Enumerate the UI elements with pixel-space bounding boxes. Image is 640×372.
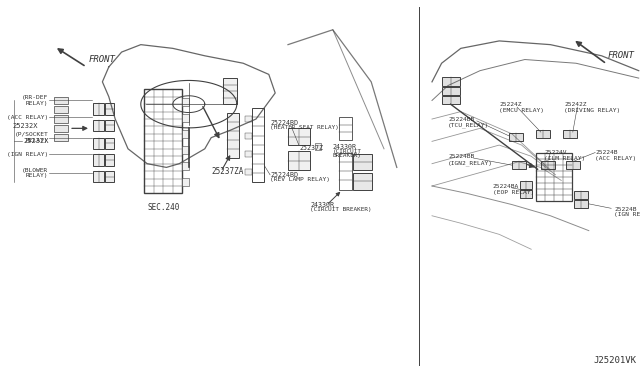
- Bar: [54, 97, 68, 104]
- Bar: [353, 173, 372, 190]
- Text: 25242Z
(DRIVING RELAY): 25242Z (DRIVING RELAY): [564, 102, 621, 113]
- Bar: [563, 130, 577, 138]
- Bar: [574, 191, 588, 199]
- Bar: [54, 115, 68, 123]
- Text: 24330R: 24330R: [310, 202, 334, 208]
- Bar: [541, 161, 555, 169]
- Bar: [105, 103, 114, 115]
- Bar: [93, 103, 104, 115]
- Text: (RR-DEF
RELAY): (RR-DEF RELAY): [22, 95, 48, 106]
- Text: 25224BD: 25224BD: [270, 120, 298, 126]
- Text: (CIRCUIT: (CIRCUIT: [333, 149, 362, 154]
- Bar: [442, 96, 460, 104]
- Bar: [288, 128, 310, 145]
- Bar: [105, 120, 114, 131]
- Bar: [54, 134, 68, 141]
- Bar: [105, 138, 114, 149]
- Text: BREAKER): BREAKER): [333, 153, 362, 158]
- Text: 25224BD: 25224BD: [270, 172, 298, 178]
- Bar: [93, 138, 104, 149]
- Text: 25224Z
(EMCU RELAY): 25224Z (EMCU RELAY): [499, 102, 544, 113]
- Bar: [105, 154, 114, 166]
- Bar: [339, 153, 352, 190]
- Bar: [93, 154, 104, 166]
- Bar: [227, 113, 239, 158]
- Bar: [93, 171, 104, 182]
- Bar: [442, 87, 460, 95]
- Text: 25237ZA: 25237ZA: [211, 167, 244, 176]
- Bar: [182, 178, 189, 186]
- Text: FRONT: FRONT: [608, 51, 635, 60]
- Bar: [520, 190, 532, 198]
- Bar: [182, 114, 189, 122]
- Text: 25224B
(IGN RELAY): 25224B (IGN RELAY): [614, 206, 640, 218]
- Bar: [509, 133, 523, 141]
- Bar: [566, 161, 580, 169]
- Bar: [245, 169, 252, 175]
- Text: FRONT: FRONT: [88, 55, 115, 64]
- Bar: [353, 154, 372, 170]
- Bar: [54, 125, 68, 132]
- Text: SEC.240: SEC.240: [147, 203, 179, 212]
- Bar: [520, 181, 532, 189]
- Text: 25224V
(ILM RELAY): 25224V (ILM RELAY): [544, 150, 585, 161]
- Bar: [245, 116, 252, 122]
- Bar: [442, 77, 460, 86]
- Text: (P/SOCKET
RELAY): (P/SOCKET RELAY): [14, 132, 48, 143]
- Bar: [288, 151, 310, 170]
- Bar: [536, 153, 572, 201]
- Text: 25224BB
(IGN2_RELAY): 25224BB (IGN2_RELAY): [448, 154, 493, 166]
- Text: 25224BA
(EOP RELAY): 25224BA (EOP RELAY): [493, 184, 534, 195]
- Text: (HEATER SEAT RELAY): (HEATER SEAT RELAY): [270, 125, 339, 130]
- Bar: [182, 146, 189, 154]
- Bar: [245, 134, 252, 140]
- Text: (IGN RELAY): (IGN RELAY): [7, 152, 48, 157]
- Bar: [182, 130, 189, 138]
- Text: (BLOWER
RELAY): (BLOWER RELAY): [22, 167, 48, 179]
- Text: 25224B
(ACC RELAY): 25224B (ACC RELAY): [595, 150, 636, 161]
- Bar: [144, 89, 182, 193]
- Text: (ACC RELAY): (ACC RELAY): [7, 115, 48, 120]
- Text: 25232X: 25232X: [13, 124, 38, 129]
- Bar: [223, 78, 237, 104]
- Text: (REV LAMP RELAY): (REV LAMP RELAY): [270, 177, 330, 182]
- Bar: [512, 161, 526, 169]
- Bar: [93, 120, 104, 131]
- Bar: [245, 151, 252, 157]
- Text: 25232X: 25232X: [23, 138, 49, 144]
- Text: 25224BB
(TCU_RELAY): 25224BB (TCU_RELAY): [448, 117, 489, 128]
- Bar: [105, 171, 114, 182]
- Bar: [339, 117, 352, 140]
- Bar: [574, 200, 588, 208]
- Bar: [182, 98, 189, 106]
- Text: (CIRCUIT BREAKER): (CIRCUIT BREAKER): [310, 206, 372, 212]
- Bar: [54, 106, 68, 113]
- Text: 24330R: 24330R: [333, 144, 357, 150]
- Bar: [315, 143, 321, 150]
- Bar: [536, 130, 550, 138]
- Text: J25201VK: J25201VK: [594, 356, 637, 365]
- Text: 25237Z: 25237Z: [300, 145, 324, 151]
- Bar: [182, 162, 189, 170]
- Bar: [252, 108, 264, 182]
